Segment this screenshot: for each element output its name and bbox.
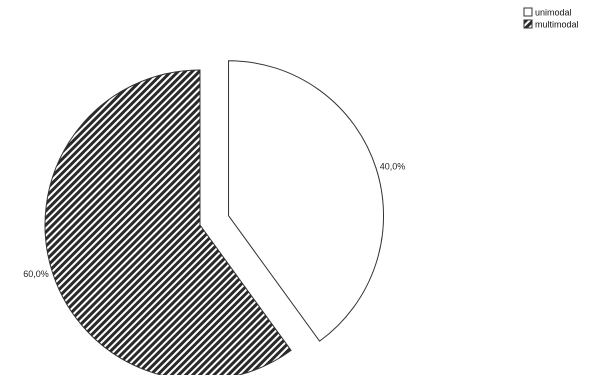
legend-label-unimodal: unimodal: [535, 8, 572, 18]
legend-label-multimodal: multimodal: [535, 20, 579, 30]
legend-swatch-multimodal: [523, 19, 533, 29]
pie-data-labels: 40,0% 60,0%: [23, 162, 405, 280]
data-label-unimodal: 40,0%: [380, 162, 406, 172]
pie-slice-unimodal: [228, 60, 385, 342]
pie-slice-multimodal: [44, 69, 292, 375]
data-label-multimodal: 60,0%: [23, 269, 49, 279]
legend: unimodal multimodal: [523, 7, 579, 30]
pie-slices: [44, 60, 385, 375]
legend-swatch-unimodal: [523, 7, 533, 17]
